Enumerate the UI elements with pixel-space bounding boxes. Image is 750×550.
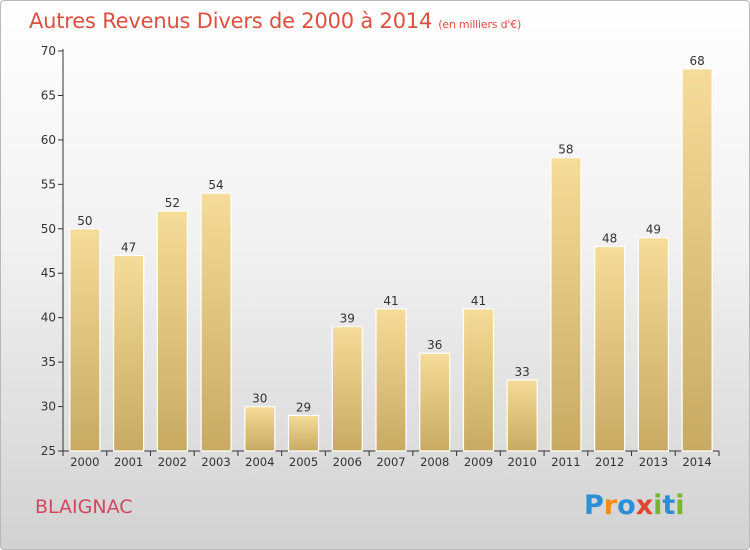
proxiti-logo: Proxiti (584, 490, 685, 521)
logo-letter: r (603, 490, 618, 521)
bar (637, 237, 670, 452)
y-tick-label: 45 (41, 266, 56, 280)
y-tick-label: 70 (41, 44, 56, 58)
x-tick-label: 2001 (114, 455, 143, 469)
x-tick-label: 2012 (595, 455, 624, 469)
x-tick-label: 2008 (420, 455, 449, 469)
y-tick-label: 50 (41, 222, 56, 236)
bar (244, 405, 276, 452)
x-tick-label: 2003 (201, 455, 230, 469)
commune-name: BLAIGNAC (35, 496, 133, 518)
bar-data-label: 41 (471, 294, 486, 308)
y-tick-label: 30 (41, 400, 56, 414)
bar-data-label: 58 (558, 143, 573, 157)
bar (594, 245, 626, 452)
x-tick-label: 2004 (245, 455, 274, 469)
bar-data-label: 48 (602, 232, 617, 246)
y-tick-label: 35 (41, 355, 56, 369)
x-tick-label: 2010 (508, 455, 537, 469)
chart-title-text: Autres Revenus Divers de 2000 à 2014 (29, 9, 433, 33)
logo-letter: x (635, 490, 654, 521)
bar (112, 254, 145, 452)
bar-data-label: 30 (252, 392, 267, 406)
bar (375, 308, 407, 452)
bar-data-label: 52 (165, 196, 180, 210)
logo-letter: i (675, 490, 685, 521)
bar-data-label: 50 (77, 214, 92, 228)
logo-letter: P (584, 490, 604, 521)
x-tick-label: 2011 (551, 455, 580, 469)
bar (331, 325, 363, 452)
bar (550, 157, 582, 452)
chart-title: Autres Revenus Divers de 2000 à 2014 (en … (29, 9, 521, 33)
logo-letter: o (617, 490, 636, 521)
x-tick-label: 2000 (70, 455, 99, 469)
bar (200, 192, 232, 452)
x-tick-label: 2006 (333, 455, 362, 469)
chart-axes: 25 30 35 40 45 50 55 60 65 70 2000 2001 2002 2003 2004… (41, 44, 720, 469)
bar-data-label: 39 (340, 312, 355, 326)
x-tick-label: 2007 (376, 455, 405, 469)
logo-letter: i (653, 490, 663, 521)
chart-data-labels: 50 47 52 54 30 29 39 41 36 41 33 58 48 49 68 (77, 54, 705, 415)
bar (681, 68, 713, 452)
bar-data-label: 68 (689, 54, 704, 68)
bar (462, 308, 495, 452)
x-tick-label: 2005 (289, 455, 318, 469)
y-tick-label: 25 (41, 444, 56, 458)
bar-data-label: 36 (427, 338, 442, 352)
y-tick-label: 65 (41, 88, 56, 102)
bar (419, 352, 451, 452)
bar-data-label: 54 (208, 178, 223, 192)
x-tick-label: 2013 (639, 455, 668, 469)
logo-letter: t (662, 490, 676, 521)
bar-data-label: 33 (515, 365, 530, 379)
bar-data-label: 47 (121, 240, 136, 254)
y-tick-label: 55 (41, 177, 56, 191)
bar (287, 414, 320, 452)
bar-data-label: 29 (296, 400, 311, 414)
bar (506, 379, 538, 452)
bar-data-label: 49 (646, 223, 661, 237)
x-tick-label: 2009 (464, 455, 493, 469)
bar-data-label: 41 (383, 294, 398, 308)
bar (69, 228, 101, 452)
chart-unit: (en milliers d'€) (438, 18, 522, 31)
x-tick-label: 2002 (158, 455, 187, 469)
bar (156, 210, 188, 452)
x-tick-label: 2014 (682, 455, 711, 469)
y-tick-label: 40 (41, 311, 56, 325)
chart-bars (69, 68, 713, 452)
y-tick-label: 60 (41, 133, 56, 147)
